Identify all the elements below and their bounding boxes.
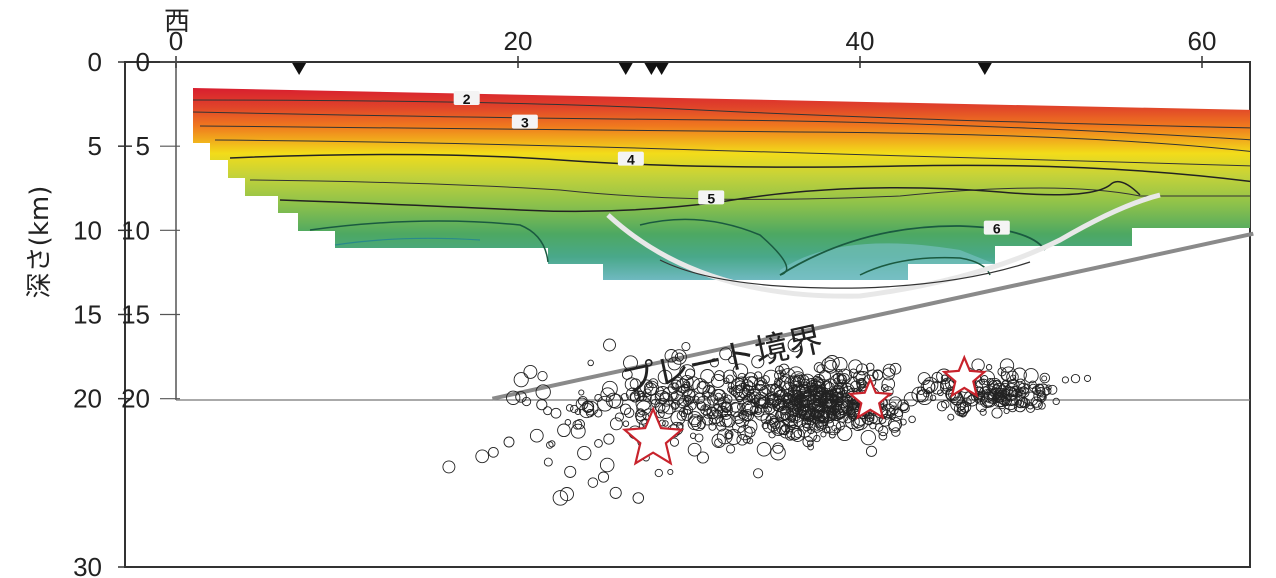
hypocenter xyxy=(571,424,585,438)
hypocenter xyxy=(551,408,561,418)
hypocenter xyxy=(1062,377,1068,383)
svg-text:3: 3 xyxy=(521,115,529,131)
hypocenter xyxy=(588,478,598,488)
hypocenter xyxy=(837,426,852,441)
contour-label: 2 xyxy=(454,91,480,107)
hypocenter xyxy=(866,446,876,456)
hypocenter xyxy=(578,446,591,459)
y-inner-tick-label: 15 xyxy=(121,300,150,330)
hypocenter xyxy=(623,421,629,427)
y-axis-label: 深さ(km) xyxy=(25,186,55,299)
hypocenter xyxy=(754,469,763,478)
hypocenter xyxy=(615,413,623,421)
hypocenter xyxy=(986,365,991,370)
hypocenter xyxy=(757,443,771,457)
mainshock-star xyxy=(625,409,682,463)
hypocenter xyxy=(443,461,455,473)
hypocenter xyxy=(604,434,614,444)
hypocenter xyxy=(588,360,594,366)
contour-label: 5 xyxy=(698,190,724,206)
hypocenter xyxy=(1042,376,1047,381)
hypocenter xyxy=(688,443,701,456)
hypocenter xyxy=(695,434,703,442)
svg-text:6: 6 xyxy=(993,221,1001,237)
hypocenter xyxy=(489,447,499,457)
y-inner-tick-label: 20 xyxy=(121,384,150,414)
station-marker xyxy=(978,63,992,75)
hypocenter xyxy=(773,443,783,453)
station-marker xyxy=(655,63,669,75)
hypocenter xyxy=(909,416,916,423)
svg-text:2: 2 xyxy=(463,91,471,107)
hypocenter xyxy=(942,401,950,409)
hypocenter xyxy=(861,430,875,444)
y-inner-tick-label: 10 xyxy=(121,215,150,245)
hypocenter xyxy=(727,445,735,453)
hypocenter xyxy=(565,466,576,477)
hypocenter xyxy=(655,469,662,476)
y-tick-label: 5 xyxy=(88,131,102,161)
hypocenter xyxy=(538,371,547,380)
hypocenter xyxy=(476,450,489,463)
stations xyxy=(292,63,992,75)
hypocenter xyxy=(598,472,608,482)
hypocenter xyxy=(544,407,552,415)
hypocenter xyxy=(764,370,779,385)
x-axis-label: 西 xyxy=(164,7,190,37)
svg-text:5: 5 xyxy=(707,190,715,206)
y-tick-label: 30 xyxy=(73,552,102,578)
velocity-model-body xyxy=(193,88,1255,280)
hypocenter xyxy=(504,437,514,447)
hypocenter xyxy=(992,408,1002,418)
hypocenter xyxy=(633,493,644,504)
y-tick-label: 15 xyxy=(73,300,102,330)
hypocenter xyxy=(598,396,613,411)
hypocenter xyxy=(1053,398,1059,404)
hypocenter xyxy=(558,424,571,437)
y-tick-label: 0 xyxy=(88,47,102,77)
hypocenter xyxy=(814,424,820,430)
hypocenter xyxy=(1071,374,1079,382)
contour-label: 4 xyxy=(618,152,644,168)
station-marker xyxy=(619,63,633,75)
svg-text:4: 4 xyxy=(627,152,635,168)
x-tick-label: 60 xyxy=(1188,26,1217,56)
hypocenter xyxy=(771,445,786,460)
contour-label: 3 xyxy=(512,115,538,131)
hypocenter xyxy=(1000,359,1013,372)
hypocenter xyxy=(547,442,554,449)
hypocenter xyxy=(524,365,537,378)
y-axis: 0 5 10 15 20 30 0 5 10 15 20 xyxy=(73,47,180,578)
hypocenter xyxy=(697,452,708,463)
y-tick-label: 20 xyxy=(73,384,102,414)
hypocenter xyxy=(610,487,621,498)
x-tick-label: 40 xyxy=(846,26,875,56)
y-inner-tick-label: 0 xyxy=(136,47,150,77)
hypocenter xyxy=(530,429,543,442)
station-marker xyxy=(292,63,306,75)
hypocenter xyxy=(579,390,584,395)
contour-label: 6 xyxy=(984,221,1010,237)
hypocenter xyxy=(514,373,528,387)
hypocenter xyxy=(604,339,616,351)
hypocenter xyxy=(595,440,603,448)
hypocenter xyxy=(600,458,614,472)
hypocenter xyxy=(948,414,954,420)
hypocenter xyxy=(1084,375,1090,381)
x-tick-label: 20 xyxy=(504,26,533,56)
hypocenter xyxy=(898,400,909,411)
y-inner-tick-label: 5 xyxy=(136,131,150,161)
hypocenter xyxy=(849,360,862,373)
hypocenter xyxy=(668,469,673,474)
hypocenter xyxy=(537,400,547,410)
hypocenter xyxy=(544,458,552,466)
y-tick-label: 10 xyxy=(73,215,102,245)
